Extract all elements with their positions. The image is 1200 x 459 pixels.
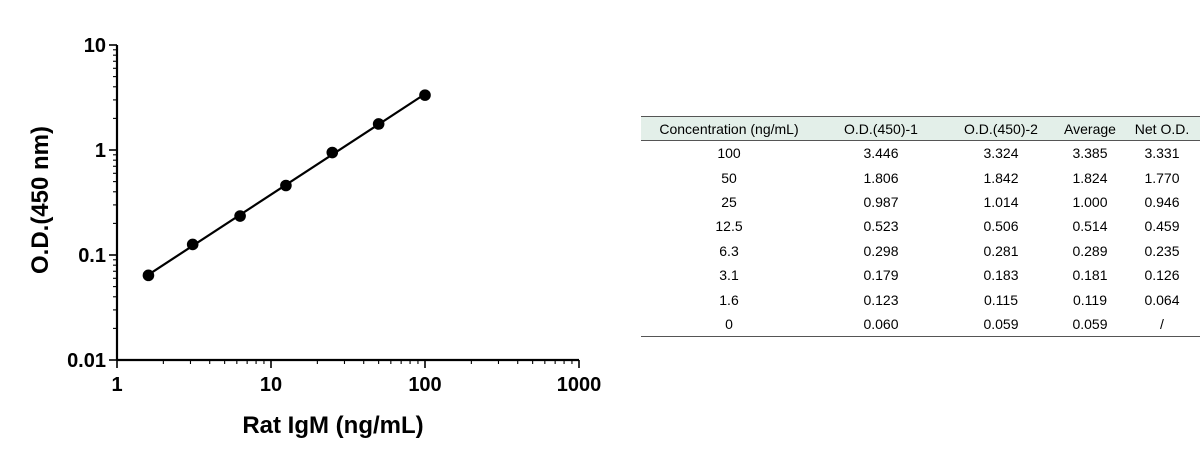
- cell-concentration: 3.1: [719, 267, 739, 284]
- cell-od-1: 0.060: [817, 311, 945, 338]
- y-tick-label: 1: [95, 140, 106, 162]
- y-axis-title: O.D.(450 nm): [27, 126, 54, 274]
- cell-od-1: 0.123: [863, 291, 899, 308]
- data-point: [186, 238, 199, 251]
- cell-concentration: 100: [717, 145, 741, 162]
- data-point: [142, 269, 155, 282]
- cell-net-od: 1.770: [1144, 169, 1180, 186]
- x-tick-label: 1000: [557, 374, 602, 396]
- x-tick-label: 10: [260, 374, 282, 396]
- table-row: 6.3 0.298 0.281 0.289 0.235: [641, 239, 1200, 263]
- table-row: 25 0.987 1.014 1.000 0.946: [641, 190, 1200, 214]
- cell-net-od: 0.064: [1144, 291, 1180, 308]
- cell-net-od: 0.459: [1144, 218, 1180, 235]
- x-tick-label: 100: [408, 374, 441, 396]
- data-point: [234, 210, 246, 222]
- header-concentration: Concentration (ng/mL): [641, 116, 817, 141]
- od-data-table: Concentration (ng/mL) O.D.(450)-1 O.D.(4…: [641, 116, 1200, 338]
- cell-net-od: 0.235: [1144, 242, 1180, 259]
- cell-average: 1.824: [1072, 169, 1108, 186]
- cell-average: 3.385: [1072, 145, 1108, 162]
- table-row: 12.5 0.523 0.506 0.514 0.459: [641, 214, 1200, 238]
- header-od-1: O.D.(450)-1: [817, 116, 945, 141]
- cell-concentration: 25: [721, 193, 737, 210]
- cell-od-2: 0.281: [983, 242, 1019, 259]
- x-axis-title: Rat IgM (ng/mL): [242, 412, 423, 439]
- cell-average: 0.059: [1057, 311, 1123, 338]
- cell-od-2: 0.183: [983, 267, 1019, 284]
- cell-od-1: 0.298: [863, 242, 899, 259]
- cell-average: 0.181: [1072, 267, 1108, 284]
- data-point: [280, 179, 292, 192]
- cell-average: 1.000: [1072, 193, 1108, 210]
- cell-concentration: 12.5: [715, 218, 743, 235]
- standard-curve-chart: 1 10 100 1000 0.01 0.1 1 10 Rat IgM (ng/mL) O.…: [27, 35, 601, 439]
- y-ticks: 0.01 0.1 1 10: [67, 35, 117, 372]
- cell-average: 0.514: [1072, 218, 1108, 235]
- cell-net-od: 0.946: [1144, 193, 1180, 210]
- cell-od-2: 0.059: [945, 311, 1057, 338]
- cell-net-od: 3.331: [1144, 145, 1180, 162]
- cell-concentration: 6.3: [719, 242, 739, 259]
- y-tick-label: 0.1: [78, 245, 106, 267]
- table-row: 100 3.446 3.324 3.385 3.331: [641, 141, 1200, 166]
- cell-concentration: 50: [721, 169, 737, 186]
- y-tick-label: 0.01: [67, 350, 106, 372]
- cell-od-2: 0.506: [983, 218, 1019, 235]
- data-points: [142, 89, 431, 282]
- cell-od-1: 3.446: [863, 145, 899, 162]
- data-point: [419, 89, 431, 101]
- cell-net-od: 0.126: [1144, 267, 1180, 284]
- data-point: [372, 118, 385, 130]
- cell-od-1: 0.179: [863, 267, 899, 284]
- cell-od-1: 0.523: [863, 218, 899, 235]
- cell-od-1: 0.987: [863, 193, 899, 210]
- cell-od-1: 1.806: [863, 169, 899, 186]
- cell-od-2: 0.115: [984, 291, 1018, 308]
- table-header-row: Concentration (ng/mL) O.D.(450)-1 O.D.(4…: [641, 116, 1200, 141]
- cell-od-2: 1.842: [983, 169, 1019, 186]
- cell-od-2: 1.014: [983, 193, 1019, 210]
- table-row: 1.6 0.123 0.115 0.119 0.064: [641, 287, 1200, 311]
- header-od-2: O.D.(450)-2: [945, 116, 1057, 141]
- cell-concentration: 0: [641, 311, 817, 338]
- data-point: [326, 146, 339, 159]
- x-ticks: 1 10 100 1000: [111, 360, 601, 396]
- table-row: 0 0.060 0.059 0.059 /: [641, 311, 1200, 338]
- cell-net-od: /: [1123, 311, 1200, 338]
- cell-average: 0.289: [1072, 242, 1108, 259]
- table-row: 3.1 0.179 0.183 0.181 0.126: [641, 263, 1200, 287]
- header-net-od: Net O.D.: [1123, 116, 1200, 141]
- y-tick-label: 10: [84, 35, 106, 57]
- header-average: Average: [1057, 116, 1123, 141]
- x-tick-label: 1: [111, 374, 122, 396]
- cell-average: 0.119: [1073, 291, 1107, 308]
- cell-concentration: 1.6: [719, 291, 739, 308]
- cell-od-2: 3.324: [983, 145, 1019, 162]
- table-row: 50 1.806 1.842 1.824 1.770: [641, 165, 1200, 189]
